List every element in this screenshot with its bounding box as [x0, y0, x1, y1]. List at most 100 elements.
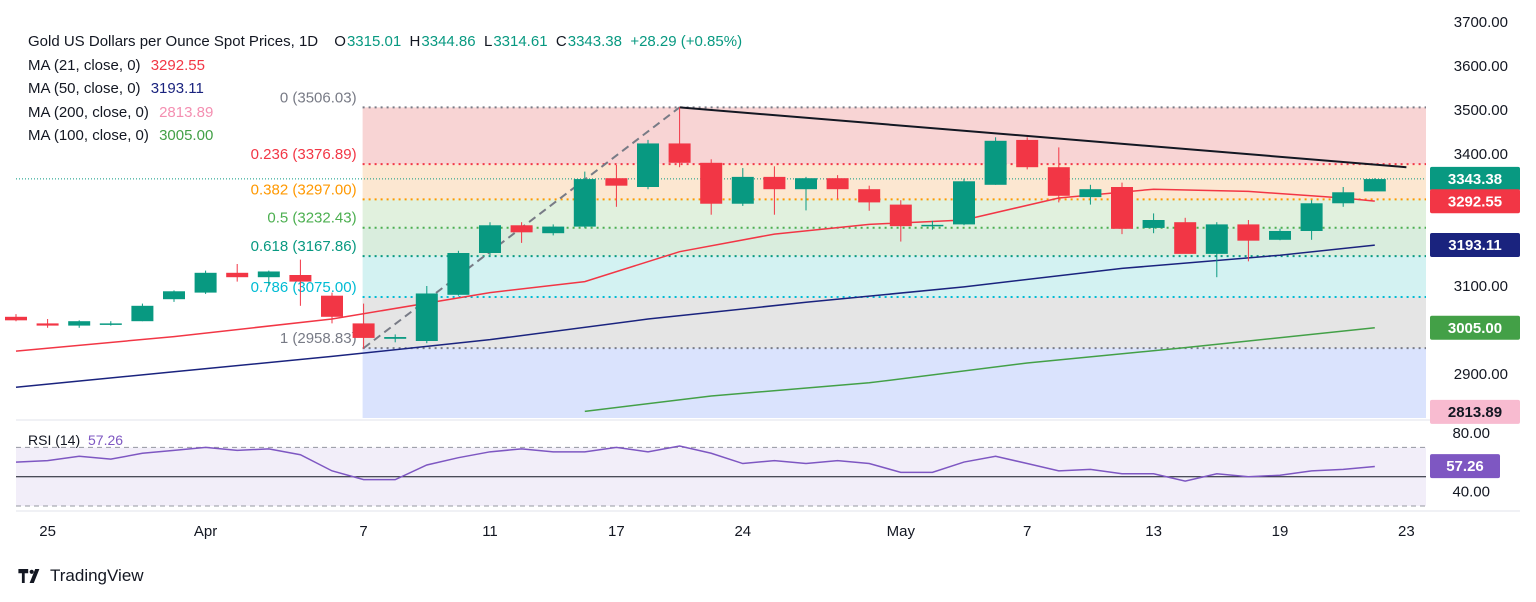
candle — [858, 185, 881, 211]
ma21-label: MA (21, close, 0) — [28, 56, 141, 74]
price-badge: 2813.89 — [1430, 399, 1520, 424]
candle — [1079, 184, 1102, 205]
ma50-label: MA (50, close, 0) — [28, 80, 141, 97]
fib-label-0.618: 0.618 (3167.86) — [251, 238, 357, 255]
ma-line-1 — [15, 244, 1375, 388]
candle — [921, 220, 944, 230]
rsi-badge-bg — [1430, 454, 1500, 479]
candle-body — [1363, 179, 1386, 192]
price-axis-tick: 3500.00 — [1454, 102, 1508, 119]
candle-body — [668, 143, 691, 163]
rsi-legend[interactable]: RSI (14) 57.26 — [28, 432, 123, 448]
candle — [1111, 182, 1133, 235]
fib-label-0: 0 (3506.03) — [280, 89, 357, 106]
ma-line-0 — [15, 188, 1375, 352]
time-axis-tick: 25 — [39, 523, 56, 540]
price-badge-value: 3005.00 — [1448, 320, 1502, 337]
candle — [1332, 187, 1355, 207]
candle-body — [68, 321, 91, 326]
candle-body — [1205, 224, 1228, 254]
candle-body — [447, 253, 470, 295]
candle-body — [1111, 187, 1133, 229]
candle-body — [858, 189, 881, 203]
candle — [826, 175, 849, 199]
candle — [1300, 200, 1323, 240]
fib-zone-0.236 — [362, 164, 1427, 200]
price-axis-tick: 3400.00 — [1454, 146, 1508, 163]
candle-body — [637, 143, 659, 187]
resistance-trendline — [679, 106, 1407, 169]
candle-body — [1142, 220, 1165, 228]
time-axis-tick: May — [887, 523, 916, 540]
time-axis-tick: 7 — [1023, 523, 1031, 540]
candle — [605, 165, 628, 207]
candle — [637, 139, 659, 190]
time-axis-tick: 17 — [608, 523, 625, 540]
open-value: 3315.01 — [346, 33, 402, 50]
candle — [1269, 228, 1291, 241]
ma50-legend[interactable]: MA (50, close, 0) 3193.11 — [28, 77, 742, 101]
candle — [36, 319, 59, 328]
candle — [953, 178, 975, 226]
rsi-axis-tick: 40.00 — [1452, 483, 1490, 500]
ma21-legend[interactable]: MA (21, close, 0) 3292.55 — [28, 54, 742, 78]
price-axis-tick: 2900.00 — [1454, 366, 1508, 383]
price-badge-value: 3292.55 — [1448, 193, 1502, 210]
price-badge-bg — [1430, 189, 1520, 214]
candle — [763, 166, 786, 215]
tradingview-brand[interactable]: TradingView — [18, 566, 144, 586]
ma100-legend[interactable]: MA (100, close, 0) 3005.00 — [28, 124, 742, 148]
candle — [194, 270, 217, 294]
candle-body — [1079, 189, 1102, 198]
rsi-badge-value: 57.26 — [1446, 458, 1484, 475]
candle-body — [1269, 231, 1291, 240]
low-label: L — [483, 33, 493, 50]
time-axis-tick: 13 — [1145, 523, 1162, 540]
ma200-value: 2813.89 — [159, 103, 214, 121]
close-label: C — [555, 33, 567, 50]
candle — [1363, 178, 1386, 192]
candle — [668, 107, 691, 168]
candle-body — [984, 140, 1007, 185]
low-value: 3314.61 — [493, 33, 548, 50]
rsi-label: RSI (14) — [28, 432, 81, 448]
price-badge-bg — [1430, 233, 1520, 258]
price-badge-bg — [1430, 399, 1520, 424]
time-axis-tick: 24 — [734, 523, 751, 540]
candle-body — [921, 224, 944, 227]
candle-body — [5, 316, 27, 321]
candle-body — [700, 162, 723, 204]
candle-body — [99, 323, 122, 325]
candle — [68, 320, 91, 328]
fib-zone-0.786 — [362, 297, 1427, 349]
price-badge: 3005.00 — [1430, 315, 1520, 340]
candle — [731, 168, 754, 206]
candle — [257, 270, 280, 286]
ma-line-2 — [584, 327, 1375, 413]
candle — [573, 171, 596, 228]
candle — [1016, 137, 1039, 170]
candle-body — [226, 272, 249, 278]
high-value: 3344.86 — [421, 33, 476, 50]
candle-body — [1016, 139, 1039, 168]
candle-body — [384, 337, 407, 339]
candle-body — [510, 225, 533, 233]
candle-body — [542, 226, 565, 234]
candle-body — [1332, 192, 1355, 204]
ohlc-values: O3315.01 H3344.86 L3314.61 C3343.38 +28.… — [334, 33, 742, 50]
candle-body — [36, 323, 59, 326]
fib-label-0.382: 0.382 (3297.00) — [251, 181, 357, 198]
fib-label-0.786: 0.786 (3075.00) — [251, 279, 357, 296]
time-axis-tick: 7 — [359, 523, 367, 540]
candle — [226, 264, 249, 282]
candle — [795, 176, 817, 211]
ma200-legend[interactable]: MA (200, close, 0) 2813.89 — [28, 101, 742, 125]
candle — [99, 321, 122, 326]
candle-body — [1300, 203, 1323, 231]
candle-body — [131, 305, 154, 322]
brand-name: TradingView — [50, 566, 144, 585]
price-badge-bg — [1430, 166, 1520, 191]
ma21-value: 3292.55 — [150, 56, 205, 74]
candle — [510, 222, 533, 243]
